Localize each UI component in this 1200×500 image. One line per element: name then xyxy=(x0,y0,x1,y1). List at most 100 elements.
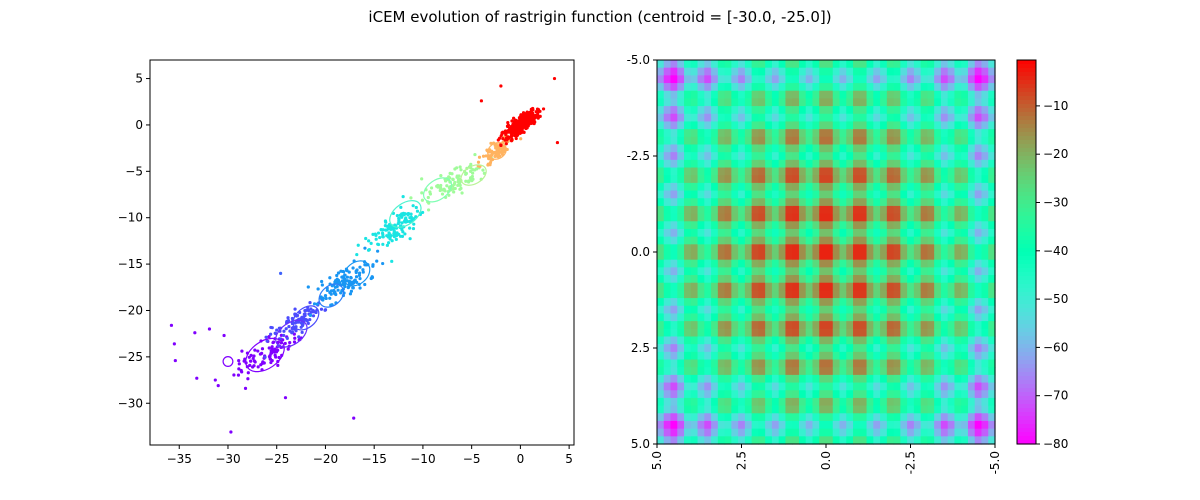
heatmap-cell xyxy=(886,413,895,422)
heatmap-cell xyxy=(913,236,922,245)
heatmap-cell xyxy=(839,344,847,353)
heatmap-cell xyxy=(778,321,787,330)
heatmap-cell xyxy=(900,167,908,176)
heatmap-cell xyxy=(758,167,766,176)
heatmap-cell xyxy=(859,336,868,345)
heatmap-cell xyxy=(967,359,976,368)
heatmap-cell xyxy=(839,259,847,268)
heatmap-cell xyxy=(826,336,834,345)
heatmap-cell xyxy=(832,275,841,284)
heatmap-cell xyxy=(731,152,739,161)
heatmap-cell xyxy=(839,205,847,215)
heatmap-cell xyxy=(812,305,820,315)
heatmap-cell xyxy=(765,305,773,315)
heatmap-cell xyxy=(792,198,800,207)
colorbar-step xyxy=(1017,236,1036,241)
heatmap-cell xyxy=(690,244,699,253)
heatmap-cell xyxy=(717,205,726,215)
heatmap-cell xyxy=(873,67,881,76)
heatmap-cell xyxy=(717,221,726,230)
heatmap-cell xyxy=(927,98,935,107)
heatmap-cell xyxy=(873,167,881,176)
heatmap-cell xyxy=(805,175,814,184)
heatmap-cell xyxy=(812,374,820,384)
heatmap-cell xyxy=(812,321,820,330)
heatmap-cell xyxy=(670,336,678,345)
heatmap-cell xyxy=(670,144,678,153)
heatmap-cell xyxy=(657,144,665,153)
scatter-point xyxy=(308,313,313,317)
scatter-point xyxy=(390,239,394,243)
heatmap-cell xyxy=(893,382,901,391)
heatmap-cell xyxy=(826,290,834,299)
heatmap-cell xyxy=(981,190,989,199)
heatmap-cell xyxy=(657,90,665,99)
heatmap-cell xyxy=(704,305,712,315)
heatmap-cell xyxy=(873,252,881,261)
heatmap-cell xyxy=(988,298,996,307)
heatmap-cell xyxy=(927,167,935,176)
heatmap-cell xyxy=(947,420,956,430)
heatmap-cell xyxy=(670,98,678,107)
scatter-point xyxy=(381,261,385,266)
heatmap-cell xyxy=(670,328,678,338)
heatmap-cell xyxy=(859,275,868,284)
heatmap-cell xyxy=(812,397,820,407)
heatmap-cell xyxy=(940,313,949,322)
heatmap-cell xyxy=(731,106,739,115)
heatmap-cell xyxy=(805,198,814,207)
heatmap-cell xyxy=(839,298,847,307)
heatmap-cell xyxy=(751,351,759,361)
heatmap-cell xyxy=(684,90,692,99)
heatmap-cell xyxy=(663,420,672,430)
heatmap-cell xyxy=(684,367,692,376)
heatmap-cell xyxy=(859,113,868,123)
scatter-point xyxy=(411,204,415,208)
heatmap-cell xyxy=(832,136,841,146)
colorbar-step xyxy=(1017,396,1036,401)
heatmap-cell xyxy=(670,182,678,192)
heatmap-cell xyxy=(967,75,976,84)
scatter-point xyxy=(363,282,367,287)
heatmap-cell xyxy=(704,321,712,330)
heatmap-cell xyxy=(690,374,699,384)
heatmap-cell xyxy=(744,282,753,291)
heatmap-cell xyxy=(927,359,935,368)
heatmap-cell xyxy=(785,321,793,330)
heatmap-cell xyxy=(947,328,956,338)
heatmap-cell xyxy=(785,182,793,192)
heatmap-cell xyxy=(927,344,935,353)
scatter-point xyxy=(371,263,375,267)
heatmap-cell xyxy=(758,98,766,107)
heatmap-cell xyxy=(947,244,956,253)
heatmap-cell xyxy=(981,321,989,330)
heatmap-cell xyxy=(663,159,672,169)
heatmap-cell xyxy=(697,413,705,422)
heatmap-cell xyxy=(988,106,996,115)
heatmap-cell xyxy=(967,228,976,238)
heatmap-cell xyxy=(826,60,834,69)
heatmap-cell xyxy=(690,136,699,146)
colorbar-step xyxy=(1017,336,1036,341)
heatmap-cell xyxy=(873,344,881,353)
heatmap-cell xyxy=(744,405,753,414)
heatmap-cell xyxy=(744,106,753,115)
heatmap-cell xyxy=(927,244,935,253)
heatmap-cell xyxy=(819,275,827,284)
heatmap-cell xyxy=(738,252,746,261)
heatmap-cell xyxy=(907,282,915,291)
heatmap-cell xyxy=(724,420,732,430)
heatmap-cell xyxy=(846,159,854,169)
heatmap-cell xyxy=(758,75,766,84)
heatmap-cell xyxy=(832,244,841,253)
heatmap-cell xyxy=(711,275,719,284)
heatmap-cell xyxy=(785,267,793,276)
heatmap-cell xyxy=(947,313,956,322)
heatmap-cell xyxy=(839,290,847,299)
heatmap-cell xyxy=(670,321,678,330)
heatmap-cell xyxy=(900,136,908,146)
heatmap-cell xyxy=(819,244,827,253)
scatter-point xyxy=(519,121,523,125)
heatmap-cell xyxy=(920,305,928,315)
heatmap-cell xyxy=(947,221,956,230)
